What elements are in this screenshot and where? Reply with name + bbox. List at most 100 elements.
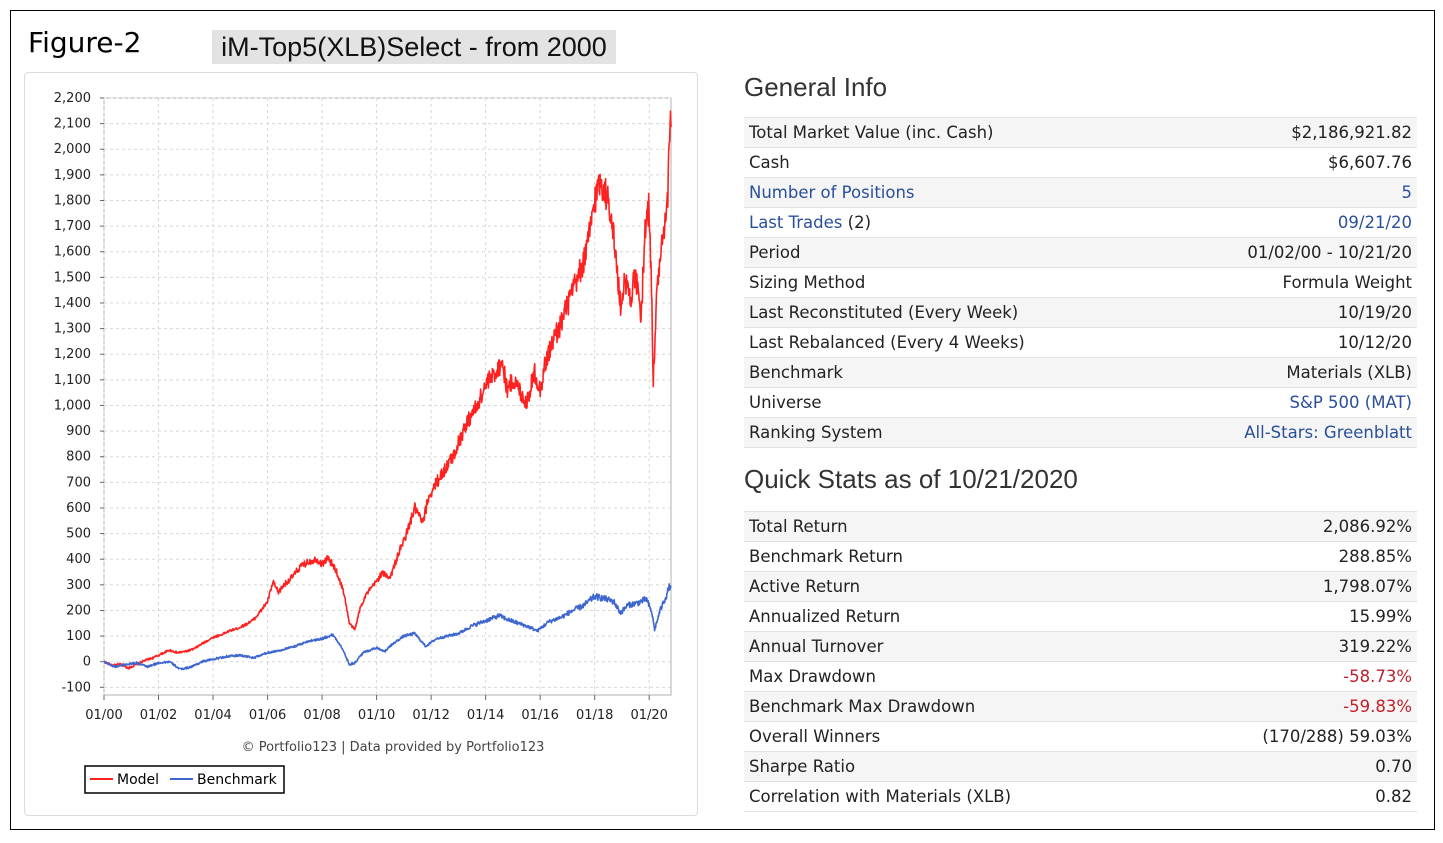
y-axis: -100 0 100 200 300 400 500 600 700 800 900 1,000 1,1… <box>54 91 104 695</box>
y-tick-label: 600 <box>66 501 91 516</box>
table-row: Ranking System All-Stars: Greenblatt <box>744 417 1417 448</box>
table-row: Last Trades (2) 09/21/20 <box>744 207 1417 238</box>
y-tick-label: 300 <box>66 578 91 593</box>
row-label[interactable]: Last Trades <box>749 213 843 232</box>
y-tick-label: 100 <box>66 629 91 644</box>
y-tick-label: 1,800 <box>54 193 91 208</box>
row-label: Correlation with Materials (XLB) <box>749 787 1012 806</box>
row-label: Sharpe Ratio <box>749 757 856 776</box>
row-value: 0.70 <box>1375 757 1412 776</box>
x-tick-label: 01/10 <box>358 708 395 723</box>
row-label: Overall Winners <box>749 727 881 746</box>
chart-panel: -100 0 100 200 300 400 500 600 700 800 900 1,000 1,1… <box>24 72 698 816</box>
chart-credit: © Portfolio123 | Data provided by Portfo… <box>242 740 545 755</box>
row-label: Sizing Method <box>749 273 866 292</box>
table-row: Universe S&P 500 (MAT) <box>744 387 1417 418</box>
general-info-heading: General Info <box>744 72 888 102</box>
row-label: Last Rebalanced (Every 4 Weeks) <box>749 333 1025 352</box>
row-label: Annualized Return <box>749 607 901 626</box>
table-row: Last Reconstituted (Every Week) 10/19/20 <box>744 297 1417 328</box>
table-row: Benchmark Return 288.85% <box>744 541 1417 572</box>
quick-stats-heading: Quick Stats as of 10/21/2020 <box>744 464 1078 494</box>
x-axis: 01/00 01/02 01/04 01/06 01/08 01/10 01/12 01/14… <box>85 695 668 723</box>
row-value[interactable]: All-Stars: Greenblatt <box>1244 423 1412 442</box>
series-line-model <box>103 110 672 670</box>
row-value: -59.83% <box>1343 697 1412 716</box>
stats-column: General Info Total Market Value (inc. Ca… <box>744 66 1420 812</box>
row-value: $2,186,921.82 <box>1291 123 1412 142</box>
y-tick-label: 400 <box>66 552 91 567</box>
table-row: Number of Positions 5 <box>744 177 1417 208</box>
table-row: Active Return 1,798.07% <box>744 571 1417 602</box>
row-value: $6,607.76 <box>1328 153 1412 172</box>
y-tick-label: 2,200 <box>54 91 91 106</box>
table-row: Total Return 2,086.92% <box>744 511 1417 542</box>
table-row: Cash $6,607.76 <box>744 147 1417 178</box>
y-tick-label: -100 <box>61 680 91 695</box>
y-tick-label: 1,900 <box>54 168 91 183</box>
row-label: Total Market Value (inc. Cash) <box>749 123 994 142</box>
x-tick-label: 01/20 <box>630 708 667 723</box>
y-tick-label: 2,100 <box>54 117 91 132</box>
row-label[interactable]: Number of Positions <box>749 183 915 202</box>
legend-label-model: Model <box>117 772 159 788</box>
row-value: 319.22% <box>1338 637 1412 656</box>
row-label: Ranking System <box>749 423 883 442</box>
row-value: 288.85% <box>1338 547 1412 566</box>
figure-title: iM-Top5(XLB)Select - from 2000 <box>212 30 616 64</box>
row-label: Total Return <box>749 517 848 536</box>
row-value: 01/02/00 - 10/21/20 <box>1247 243 1412 262</box>
grid-lines <box>103 97 671 695</box>
y-tick-label: 900 <box>66 424 91 439</box>
row-value: 10/19/20 <box>1337 303 1412 322</box>
row-label: Benchmark <box>749 363 843 382</box>
x-tick-label: 01/18 <box>576 708 613 723</box>
row-value: 1,798.07% <box>1322 577 1412 596</box>
y-tick-label: 1,500 <box>54 270 91 285</box>
row-value: Formula Weight <box>1282 273 1412 292</box>
y-tick-label: 500 <box>66 527 91 542</box>
y-tick-label: 0 <box>83 655 91 670</box>
y-tick-label: 700 <box>66 475 91 490</box>
row-value: -58.73% <box>1343 667 1412 686</box>
row-value: Materials (XLB) <box>1286 363 1412 382</box>
table-row: Benchmark Max Drawdown -59.83% <box>744 691 1417 722</box>
series-line-benchmark <box>103 583 672 671</box>
table-row: Overall Winners (170/288) 59.03% <box>744 721 1417 752</box>
general-info-table: Total Market Value (inc. Cash) $2,186,921… <box>744 117 1417 448</box>
x-tick-label: 01/16 <box>521 708 558 723</box>
x-tick-label: 01/08 <box>303 708 340 723</box>
row-label: Benchmark Max Drawdown <box>749 697 976 716</box>
table-row: Max Drawdown -58.73% <box>744 661 1417 692</box>
row-value: 2,086.92% <box>1322 517 1412 536</box>
table-row: Sizing Method Formula Weight <box>744 267 1417 298</box>
table-row: Correlation with Materials (XLB) 0.82 <box>744 781 1417 812</box>
table-row: Annual Turnover 319.22% <box>744 631 1417 662</box>
y-tick-label: 1,000 <box>54 398 91 413</box>
row-label: Benchmark Return <box>749 547 903 566</box>
y-tick-label: 1,200 <box>54 347 91 362</box>
y-tick-label: 1,700 <box>54 219 91 234</box>
row-label: Max Drawdown <box>749 667 876 686</box>
series-lines <box>103 110 672 671</box>
row-label: Annual Turnover <box>749 637 884 656</box>
figure-label: Figure-2 <box>28 26 142 59</box>
row-value[interactable]: 09/21/20 <box>1337 213 1412 232</box>
row-value[interactable]: 5 <box>1401 183 1413 202</box>
table-row: Last Rebalanced (Every 4 Weeks) 10/12/20 <box>744 327 1417 358</box>
y-tick-label: 1,100 <box>54 373 91 388</box>
y-tick-label: 1,600 <box>54 245 91 260</box>
row-value: 15.99% <box>1349 607 1412 626</box>
x-tick-label: 01/00 <box>85 708 122 723</box>
row-value[interactable]: S&P 500 (MAT) <box>1289 393 1412 412</box>
row-label: Universe <box>749 393 822 412</box>
table-row: Period 01/02/00 - 10/21/20 <box>744 237 1417 268</box>
x-tick-label: 01/14 <box>467 708 504 723</box>
table-row: Annualized Return 15.99% <box>744 601 1417 632</box>
chart-legend: Model Benchmark <box>84 765 285 794</box>
x-tick-label: 01/12 <box>412 708 449 723</box>
y-tick-label: 1,400 <box>54 296 91 311</box>
row-label-suffix: (2) <box>842 213 872 232</box>
row-value: 0.82 <box>1375 787 1412 806</box>
performance-chart: -100 0 100 200 300 400 500 600 700 800 900 1,000 1,1… <box>54 91 672 794</box>
